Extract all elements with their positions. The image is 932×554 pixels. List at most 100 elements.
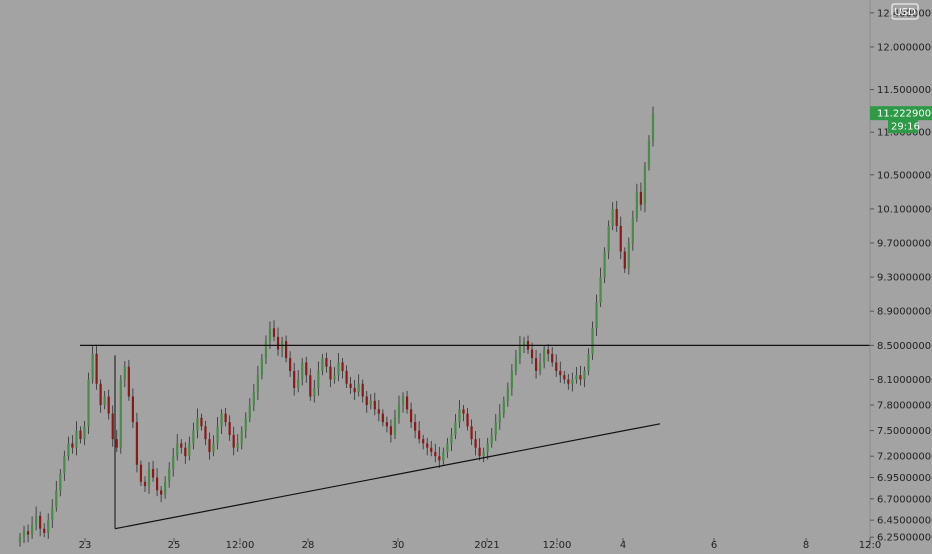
candle-up: [176, 443, 179, 457]
price-tick-label: 7.50000000: [877, 426, 932, 437]
candle-down: [95, 353, 98, 384]
candle-up: [442, 451, 445, 461]
candle-down: [414, 422, 417, 431]
candle-down: [422, 439, 425, 444]
candle-down: [619, 225, 622, 252]
time-tick-label: 6: [711, 540, 717, 550]
candle-up: [337, 362, 340, 376]
candle-down: [345, 370, 348, 384]
candle-up: [252, 392, 255, 406]
candle-up: [502, 400, 505, 414]
price-tick-label: 7.20000000: [877, 452, 932, 463]
candle-up: [583, 370, 586, 380]
candle-up: [236, 443, 239, 448]
candle-down: [547, 349, 550, 354]
price-tick-label: 6.95000000: [877, 473, 932, 484]
candle-down: [232, 434, 235, 448]
candle-down: [474, 439, 477, 448]
candle-up: [51, 507, 54, 521]
trend-drawings: [80, 344, 870, 530]
candle-down: [284, 341, 288, 359]
candle-down: [615, 208, 618, 226]
currency-label[interactable]: USD: [894, 7, 916, 18]
candle-up: [196, 417, 199, 431]
candle-down: [623, 251, 626, 269]
candle-up: [651, 113, 655, 141]
candle-up: [59, 473, 62, 491]
candle-down: [43, 528, 46, 533]
candle-up: [244, 417, 247, 431]
candle-up: [103, 396, 106, 406]
candle-up: [301, 362, 304, 380]
price-axis[interactable]: 12.40000000 12.00000000 11.50000000 11.0000…: [869, 0, 932, 550]
price-tick-label: 10.50000000: [877, 170, 932, 181]
price-tick-label: 12.40000000: [877, 8, 932, 19]
candle-up: [627, 243, 630, 269]
candle-up: [543, 349, 546, 363]
candle-up: [510, 370, 513, 388]
candle-up: [35, 515, 38, 525]
candle-down: [389, 426, 393, 435]
price-tick-label: 6.25000000: [877, 533, 932, 544]
candle-up: [369, 400, 372, 406]
candle-up: [518, 345, 522, 359]
candle-down: [293, 370, 296, 388]
candle-down: [107, 396, 110, 414]
candle-down: [365, 396, 368, 406]
price-overlays: 11.22290000 29:16 USD: [870, 3, 932, 134]
price-tick-label: 12.00000000: [877, 42, 932, 53]
candle-down: [272, 328, 276, 337]
candle-up: [47, 520, 50, 533]
candle-up: [260, 358, 264, 376]
price-tick-label: 11.00000000: [877, 128, 932, 139]
candle-up: [611, 208, 614, 226]
candle-up: [268, 328, 272, 342]
countdown-label: 29:16: [891, 122, 920, 133]
time-tick-label: 25: [168, 540, 181, 550]
price-tick-label: 6.70000000: [877, 494, 932, 505]
candle-down: [155, 477, 159, 491]
candle-up: [248, 405, 251, 418]
candle-up: [22, 531, 26, 538]
candle-down: [567, 379, 570, 384]
time-tick-label: 12:00: [543, 540, 572, 550]
time-tick-label: 30: [392, 540, 405, 550]
candle-up: [401, 396, 405, 406]
candle-down: [139, 464, 143, 482]
candle-up: [575, 375, 578, 380]
price-tick-label: 9.30000000: [877, 273, 932, 284]
candle-up: [393, 417, 397, 435]
candle-up: [317, 370, 320, 388]
candle-down: [409, 409, 413, 423]
time-tick-label: 12:0: [859, 540, 881, 550]
candle-down: [289, 358, 292, 371]
ascending-trendline[interactable]: [114, 423, 661, 530]
price-tick-label: 10.10000000: [877, 204, 932, 215]
candle-up: [595, 302, 598, 329]
candle-down: [208, 439, 211, 452]
candle-up: [188, 443, 191, 457]
candle-up: [313, 387, 316, 397]
time-axis[interactable]: 23 25 12:00 28 30 2021 12:00 4 6 8 12:0: [79, 538, 882, 551]
candle-down: [160, 490, 163, 495]
candle-up: [571, 379, 574, 384]
candle-up: [333, 375, 336, 380]
candle-down: [39, 515, 42, 529]
candle-down: [115, 439, 118, 448]
candle-down: [184, 447, 187, 457]
candle-up: [67, 443, 70, 457]
candle-up: [256, 375, 259, 393]
candle-down: [405, 396, 409, 410]
candle-down: [563, 375, 566, 380]
candle-down: [71, 443, 74, 448]
candle-down: [79, 430, 82, 440]
candle-down: [555, 362, 558, 371]
candle-up: [587, 353, 590, 371]
candle-up: [482, 451, 485, 457]
currency-button[interactable]: [891, 3, 919, 20]
candle-up: [168, 468, 171, 482]
candle-up: [494, 422, 497, 435]
candle-down: [426, 443, 429, 448]
